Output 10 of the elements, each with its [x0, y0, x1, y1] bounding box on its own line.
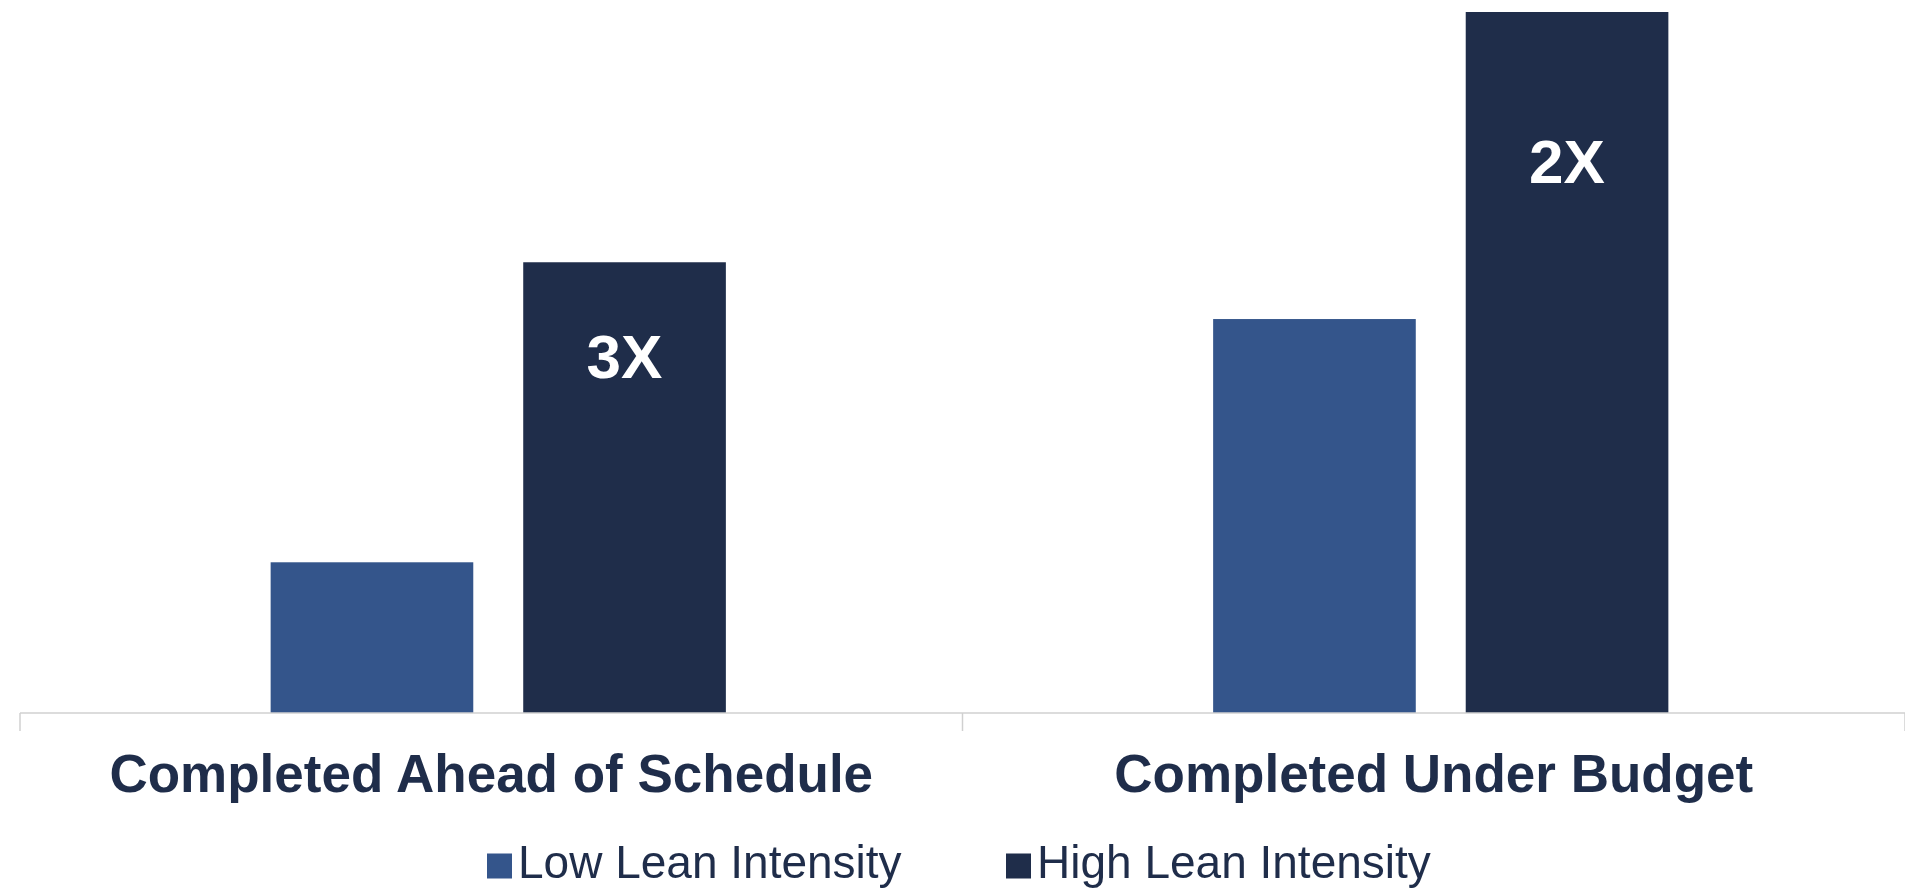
- bar: [1465, 12, 1669, 713]
- bar: [270, 562, 474, 713]
- x-tick-label: Completed Ahead of Schedule: [109, 744, 874, 803]
- x-tick-label: Completed Under Budget: [1114, 744, 1754, 803]
- annotation: 2X: [1529, 126, 1605, 196]
- legend-label: High Lean Intensity: [1037, 836, 1431, 889]
- bar: [1213, 319, 1416, 713]
- bar: [523, 262, 726, 713]
- legend-label: Low Lean Intensity: [518, 836, 902, 889]
- annotation: 3X: [586, 321, 663, 391]
